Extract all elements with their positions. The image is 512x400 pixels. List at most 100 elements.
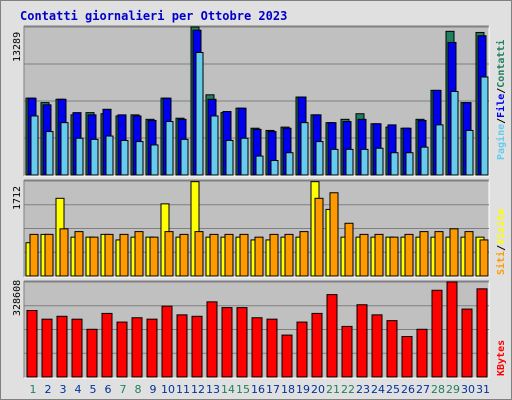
pagine-bar	[330, 148, 339, 176]
kbytes-bar	[146, 318, 158, 378]
kbytes-bar	[191, 315, 203, 378]
x-tick-label: 31	[476, 383, 490, 396]
pagine-bar	[300, 122, 309, 176]
x-tick-label: 14	[221, 383, 235, 396]
siti-bar	[119, 233, 129, 277]
pagine-bar	[210, 115, 219, 176]
pagine-bar	[360, 148, 369, 176]
pagine-bar	[30, 115, 39, 176]
pagine-bar	[420, 146, 429, 176]
x-tick-label: 29	[446, 383, 460, 396]
kbytes-bar	[461, 308, 473, 378]
x-tick-label: 28	[431, 383, 445, 396]
pagine-bar	[465, 129, 474, 176]
pagine-bar	[120, 139, 129, 176]
kbytes-bar	[326, 294, 338, 378]
siti-bar	[314, 197, 324, 277]
kbytes-bar	[221, 307, 233, 378]
x-tick-label: 8	[135, 383, 142, 396]
pagine-bar	[375, 147, 384, 176]
kbytes-bar	[161, 305, 173, 378]
siti-bar	[59, 228, 69, 277]
pagine-bar	[240, 137, 249, 176]
kbytes-bar	[431, 289, 443, 378]
pagine-bar	[60, 122, 69, 176]
kbytes-bar	[86, 328, 98, 378]
x-tick-label: 2	[45, 383, 52, 396]
siti-bar	[89, 236, 99, 277]
siti-bar	[194, 231, 204, 277]
kbytes-bar	[401, 336, 413, 378]
x-tick-label: 3	[60, 383, 67, 396]
x-tick-label: 20	[311, 383, 325, 396]
x-tick-label: 9	[150, 383, 157, 396]
pagine-bar	[195, 51, 204, 176]
siti-bar	[479, 239, 489, 277]
x-tick-label: 19	[296, 383, 310, 396]
siti-bar	[404, 233, 414, 277]
x-tick-label: 10	[161, 383, 175, 396]
kbytes-bar	[101, 312, 113, 378]
pagine-bar	[405, 152, 414, 176]
x-tick-label: 7	[120, 383, 127, 396]
chart-title: Contatti giornalieri per Ottobre 2023	[20, 9, 288, 23]
kbytes-bar	[71, 318, 83, 378]
siti-bar	[209, 233, 219, 277]
siti-bar	[344, 222, 354, 277]
siti-bar	[434, 231, 444, 277]
pagine-bar	[225, 139, 234, 176]
siti-bar	[149, 236, 159, 277]
siti-bar	[179, 233, 189, 277]
siti-bar	[134, 231, 144, 277]
siti-bar	[44, 233, 54, 277]
x-tick-label: 26	[401, 383, 415, 396]
kbytes-bar	[251, 317, 263, 378]
kbytes-bar	[416, 328, 428, 378]
kbytes-bar	[386, 320, 398, 378]
x-tick-label: 18	[281, 383, 295, 396]
x-tick-label: 13	[206, 383, 220, 396]
kbytes-bar	[476, 288, 488, 378]
kbytes-bar	[446, 281, 458, 378]
kbytes-bar	[311, 312, 323, 378]
pagine-bar	[435, 124, 444, 176]
siti-bar	[74, 231, 84, 277]
x-tick-label: 15	[236, 383, 250, 396]
pagine-bar	[315, 141, 324, 176]
x-tick-label: 4	[75, 383, 82, 396]
x-tick-label: 23	[356, 383, 370, 396]
x-tick-label: 12	[191, 383, 205, 396]
pagine-bar	[135, 141, 144, 176]
siti-bar	[269, 233, 279, 277]
siti-bar	[29, 233, 39, 277]
pagine-bar	[150, 144, 159, 176]
siti-bar	[254, 236, 264, 277]
pagine-bar	[255, 155, 264, 176]
pagine-bar	[345, 148, 354, 176]
siti-bar	[449, 228, 459, 277]
siti-bar	[374, 233, 384, 277]
x-tick-label: 1	[30, 383, 37, 396]
siti-bar	[329, 192, 339, 277]
pagine-bar	[45, 131, 54, 176]
kbytes-bar	[26, 310, 38, 378]
pagine-bar	[480, 76, 489, 176]
siti-bar	[359, 233, 369, 277]
pagine-bar	[105, 135, 114, 176]
pagine-bar	[165, 121, 174, 176]
x-tick-label: 11	[176, 383, 190, 396]
kbytes-bar	[41, 318, 53, 378]
kbytes-bar	[206, 301, 218, 378]
x-tick-label: 17	[266, 383, 280, 396]
siti-bar	[224, 233, 234, 277]
siti-bar	[104, 233, 114, 277]
kbytes-bar	[266, 318, 278, 378]
siti-bar	[239, 233, 249, 277]
siti-bar	[464, 231, 474, 277]
x-tick-label: 27	[416, 383, 430, 396]
x-tick-label: 16	[251, 383, 265, 396]
pagine-bar	[390, 152, 399, 176]
pagine-bar	[75, 137, 84, 176]
x-tick-label: 21	[326, 383, 340, 396]
